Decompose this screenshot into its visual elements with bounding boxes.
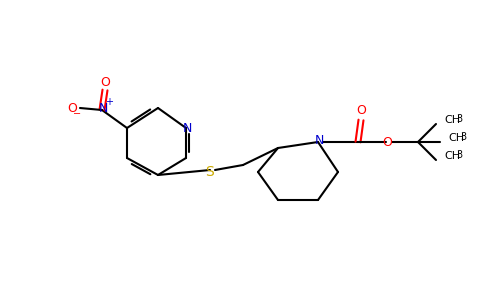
Text: CH: CH — [444, 115, 460, 125]
Text: N: N — [182, 122, 192, 134]
Text: N: N — [98, 101, 107, 115]
Text: O: O — [356, 104, 366, 118]
Text: O: O — [67, 101, 77, 115]
Text: S: S — [206, 165, 214, 179]
Text: 3: 3 — [456, 150, 462, 160]
Text: CH: CH — [448, 133, 464, 143]
Text: CH: CH — [444, 151, 460, 161]
Text: N: N — [314, 134, 324, 148]
Text: 3: 3 — [456, 114, 462, 124]
Text: O: O — [382, 136, 392, 148]
Text: 3: 3 — [460, 132, 466, 142]
Text: +: + — [105, 97, 113, 107]
Text: O: O — [100, 76, 110, 88]
Text: −: − — [73, 109, 81, 119]
